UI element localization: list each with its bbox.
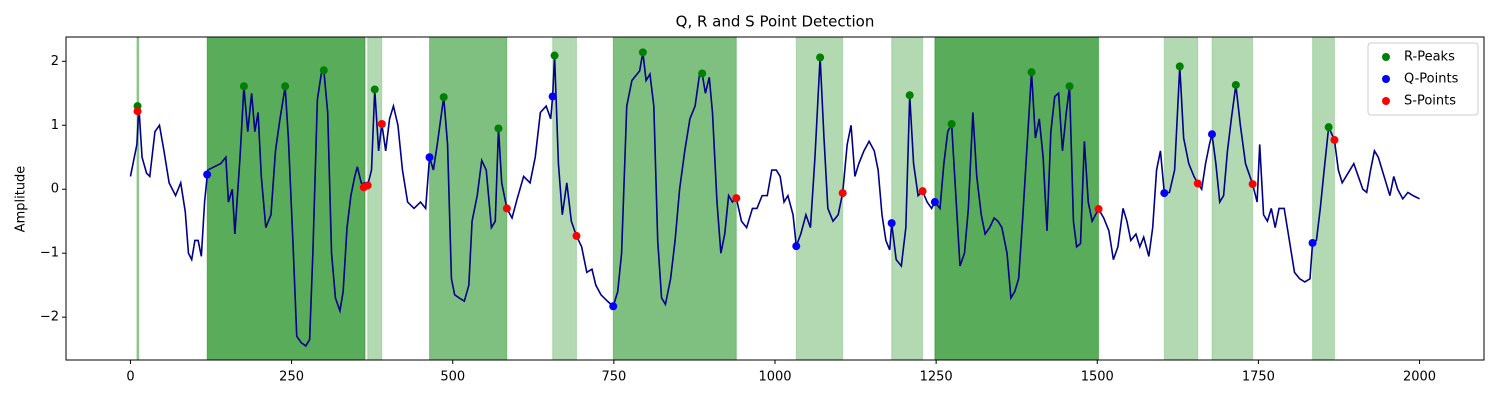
point bbox=[1193, 179, 1202, 188]
y-tick-label: −1 bbox=[40, 246, 59, 261]
highlight-span bbox=[612, 36, 737, 361]
point bbox=[550, 51, 559, 60]
x-tick-label: 750 bbox=[601, 370, 626, 385]
legend-marker bbox=[1382, 53, 1390, 61]
highlight-span bbox=[136, 36, 140, 361]
point bbox=[887, 219, 896, 228]
highlight-span bbox=[795, 36, 844, 361]
point bbox=[698, 69, 707, 78]
point bbox=[502, 204, 511, 213]
point bbox=[1065, 82, 1074, 91]
highlight-span bbox=[934, 36, 1100, 361]
point bbox=[1330, 135, 1339, 144]
point bbox=[1160, 189, 1169, 198]
point bbox=[133, 107, 142, 116]
point bbox=[1208, 130, 1217, 139]
legend: R-Peaks Q-Points S-Points bbox=[1367, 42, 1479, 116]
point bbox=[572, 231, 581, 240]
legend-label: Q-Points bbox=[1404, 72, 1459, 87]
point bbox=[370, 85, 379, 94]
point bbox=[816, 53, 825, 62]
legend-label: S-Points bbox=[1404, 94, 1456, 109]
point bbox=[363, 181, 372, 190]
point bbox=[1175, 62, 1184, 71]
x-tick-label: 2000 bbox=[1403, 370, 1436, 385]
point bbox=[905, 91, 914, 100]
point bbox=[947, 119, 956, 128]
point bbox=[494, 124, 503, 133]
x-tick-label: 250 bbox=[279, 370, 304, 385]
point bbox=[1094, 205, 1103, 214]
point bbox=[319, 66, 328, 75]
point bbox=[930, 198, 939, 207]
y-tick-label: 0 bbox=[51, 182, 59, 197]
point bbox=[918, 187, 927, 196]
y-tick-label: −2 bbox=[40, 310, 59, 325]
point bbox=[377, 119, 386, 128]
x-tick-label: 1500 bbox=[1081, 370, 1114, 385]
legend-label: R-Peaks bbox=[1404, 50, 1455, 65]
point bbox=[638, 48, 647, 57]
signal-line bbox=[129, 52, 1420, 348]
point bbox=[281, 82, 290, 91]
chart-title: Q, R and S Point Detection bbox=[676, 13, 875, 31]
x-tick-label: 500 bbox=[440, 370, 465, 385]
point bbox=[239, 82, 248, 91]
x-tick-label: 0 bbox=[126, 370, 134, 385]
legend-marker bbox=[1382, 97, 1390, 105]
x-tick-label: 1750 bbox=[1242, 370, 1275, 385]
point bbox=[439, 93, 448, 102]
point bbox=[1027, 68, 1036, 77]
y-tick-label: 1 bbox=[51, 118, 59, 133]
legend-box bbox=[1367, 42, 1479, 116]
point bbox=[548, 92, 557, 101]
point bbox=[1231, 80, 1240, 89]
x-tick-label: 1250 bbox=[920, 370, 953, 385]
point bbox=[838, 189, 847, 198]
y-axis-label: Amplitude bbox=[14, 166, 29, 233]
point bbox=[425, 153, 434, 162]
point bbox=[203, 170, 212, 179]
point bbox=[792, 242, 801, 251]
y-tick-label: 2 bbox=[51, 54, 59, 69]
point bbox=[1308, 238, 1317, 247]
highlight-span bbox=[1312, 36, 1335, 361]
x-tick-label: 1000 bbox=[758, 370, 791, 385]
point bbox=[1248, 180, 1257, 189]
point bbox=[609, 302, 618, 311]
point bbox=[732, 194, 741, 203]
point bbox=[1324, 123, 1333, 132]
legend-marker bbox=[1382, 75, 1390, 83]
